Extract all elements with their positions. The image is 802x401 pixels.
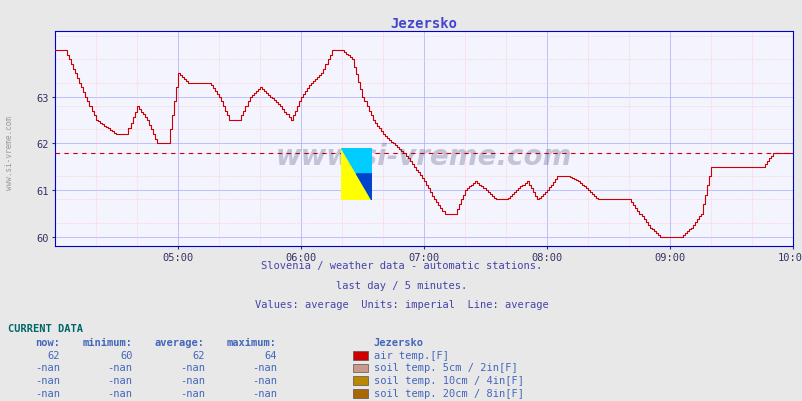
Text: -nan: -nan (35, 363, 60, 373)
Text: -nan: -nan (252, 363, 277, 373)
Text: -nan: -nan (107, 388, 132, 398)
Polygon shape (341, 148, 371, 200)
Text: -nan: -nan (35, 388, 60, 398)
Text: last day / 5 minutes.: last day / 5 minutes. (335, 280, 467, 290)
Text: average:: average: (155, 337, 205, 347)
Text: air temp.[F]: air temp.[F] (374, 350, 448, 360)
Text: Jezersko: Jezersko (373, 337, 423, 347)
Text: Values: average  Units: imperial  Line: average: Values: average Units: imperial Line: av… (254, 299, 548, 309)
Text: 64: 64 (264, 350, 277, 360)
Text: maximum:: maximum: (227, 337, 277, 347)
Text: soil temp. 20cm / 8in[F]: soil temp. 20cm / 8in[F] (374, 388, 524, 398)
Text: www.si-vreme.com: www.si-vreme.com (275, 142, 572, 170)
Polygon shape (341, 148, 371, 200)
Text: -nan: -nan (180, 388, 205, 398)
Text: CURRENT DATA: CURRENT DATA (8, 323, 83, 333)
Title: Jezersko: Jezersko (390, 17, 457, 31)
Text: www.si-vreme.com: www.si-vreme.com (5, 115, 14, 189)
Text: minimum:: minimum: (83, 337, 132, 347)
Text: -nan: -nan (107, 363, 132, 373)
Text: -nan: -nan (107, 375, 132, 385)
Text: -nan: -nan (252, 375, 277, 385)
Text: 62: 62 (47, 350, 60, 360)
Text: Slovenia / weather data - automatic stations.: Slovenia / weather data - automatic stat… (261, 261, 541, 271)
Text: soil temp. 10cm / 4in[F]: soil temp. 10cm / 4in[F] (374, 375, 524, 385)
Text: -nan: -nan (35, 375, 60, 385)
Text: -nan: -nan (180, 375, 205, 385)
Text: -nan: -nan (252, 388, 277, 398)
Text: -nan: -nan (180, 363, 205, 373)
Text: 60: 60 (119, 350, 132, 360)
Polygon shape (356, 174, 371, 200)
Text: soil temp. 5cm / 2in[F]: soil temp. 5cm / 2in[F] (374, 363, 517, 373)
Text: 62: 62 (192, 350, 205, 360)
Text: now:: now: (35, 337, 60, 347)
